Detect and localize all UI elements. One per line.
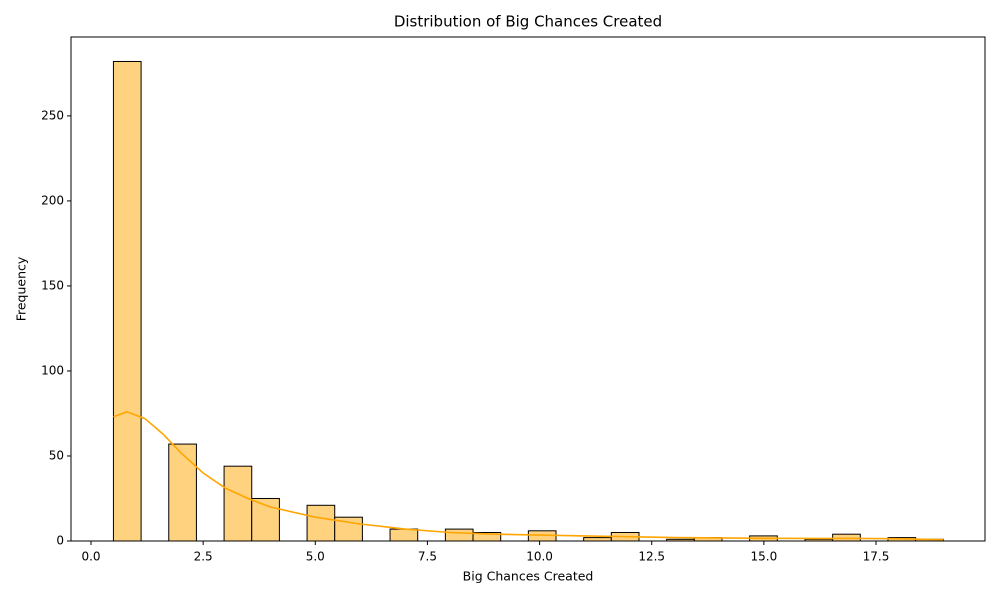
x-tick-label: 12.5 [638,550,665,564]
y-tick-label: 50 [49,448,64,462]
x-tick-label: 7.5 [418,550,437,564]
x-tick-label: 0.0 [81,550,100,564]
x-tick-label: 5.0 [306,550,325,564]
x-axis-label: Big Chances Created [463,569,594,584]
histogram-bar [583,537,612,542]
y-tick-label: 0 [56,534,64,548]
histogram-bar [306,504,336,542]
x-tick-label: 2.5 [194,550,213,564]
kde-line [113,410,944,541]
x-tick-label: 15.0 [750,550,777,564]
y-tick-label: 200 [41,193,64,207]
y-tick-label: 150 [41,278,64,292]
x-tick-label: 17.5 [863,550,890,564]
x-tick-label: 10.0 [526,550,553,564]
histogram-bar [112,60,142,542]
y-tick-label: 250 [41,108,64,122]
histogram-bar [168,443,197,542]
y-tick-label: 100 [41,363,64,377]
histogram-bar [223,465,253,542]
y-axis-label: Frequency [14,256,29,321]
plot-frame [70,36,986,542]
chart-title: Distribution of Big Chances Created [394,13,662,31]
histogram-bar [389,528,419,542]
histogram-bar [832,533,861,542]
histogram-bar [444,528,474,542]
